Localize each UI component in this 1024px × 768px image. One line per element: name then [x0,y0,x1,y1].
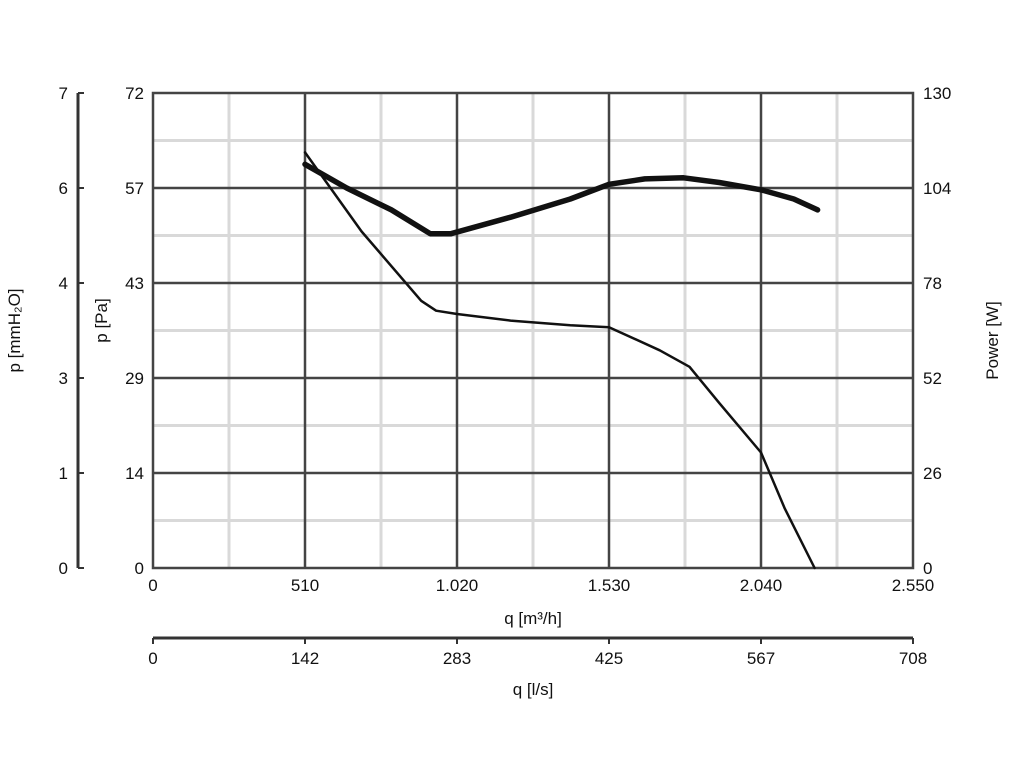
y-right-tick-label: 130 [923,84,951,103]
grid [151,91,915,570]
secondary-x-tick-label: 142 [291,649,319,668]
y-left-tick-label: 29 [125,369,144,388]
axes: 0 510 1.020 1.530 2.040 2.550 q [m³/h] 0 142 283 4… [5,84,1002,699]
outer-left-tick-label: 0 [59,559,68,578]
y-right-tick-label: 104 [923,179,951,198]
x-tick-label: 1.020 [436,576,479,595]
y-right-tick-label: 26 [923,464,942,483]
plot-frame [151,91,915,570]
outer-left-tick-label: 1 [59,464,68,483]
series [302,151,821,570]
y-right-tick-label: 0 [923,559,932,578]
x-tick-label: 2.040 [740,576,783,595]
secondary-x-tick-label: 0 [148,649,157,668]
y-left-tick-label: 72 [125,84,144,103]
outer-left-tick-label: 7 [59,84,68,103]
y-left-tick-label: 14 [125,464,144,483]
outer-left-tick-label: 6 [59,179,68,198]
outer-left-tick-label: 4 [59,274,68,293]
y-right-tick-label: 52 [923,369,942,388]
secondary-x-tick-label: 567 [747,649,775,668]
outer-left-axis-title: p [mmH₂O] [5,288,24,372]
y-left-tick-label: 43 [125,274,144,293]
pressure-curve-line [303,151,816,570]
outer-left-tick-label: 3 [59,369,68,388]
x-tick-label: 510 [291,576,319,595]
x-tick-label: 0 [148,576,157,595]
y-left-tick-label: 0 [135,559,144,578]
x-tick-label: 1.530 [588,576,631,595]
y-right-tick-label: 78 [923,274,942,293]
y-right-axis-title: Power [W] [983,301,1002,379]
x-tick-label: 2.550 [892,576,935,595]
y-left-axis-title: p [Pa] [92,298,111,342]
power-curve-line [302,161,821,237]
secondary-x-tick-label: 283 [443,649,471,668]
secondary-x-tick-label: 425 [595,649,623,668]
x-axis-title: q [m³/h] [504,609,562,628]
secondary-x-axis-title: q [l/s] [513,680,554,699]
secondary-x-tick-label: 708 [899,649,927,668]
y-left-tick-label: 57 [125,179,144,198]
